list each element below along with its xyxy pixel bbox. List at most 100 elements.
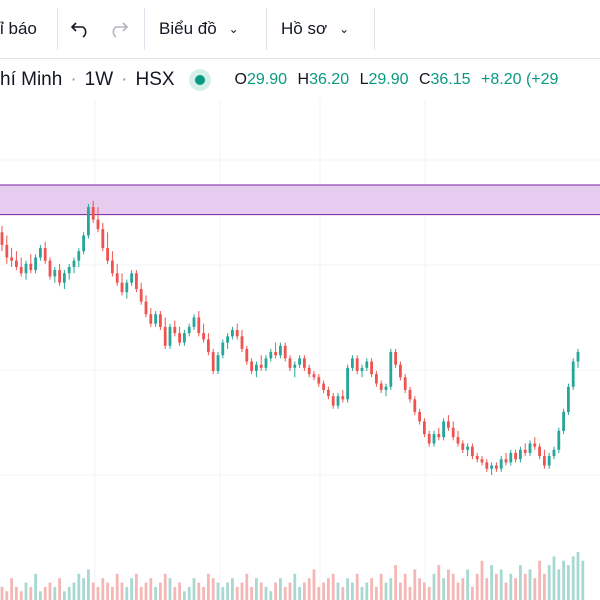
candle-body xyxy=(408,389,412,400)
volume-bar xyxy=(226,582,229,600)
candle-body xyxy=(0,232,4,245)
candle-body xyxy=(571,361,575,387)
volume-bar xyxy=(48,582,52,600)
candle-body xyxy=(576,352,580,362)
volume-bar xyxy=(125,586,129,600)
candle-body xyxy=(58,270,61,283)
volume-bar xyxy=(245,573,249,600)
market-status-icon[interactable] xyxy=(188,69,211,91)
volume-bar xyxy=(269,591,273,600)
candle-body xyxy=(240,336,244,349)
candle-body xyxy=(216,355,220,371)
candle-body xyxy=(375,374,378,384)
volume-bar xyxy=(264,586,268,600)
resistance-zone-rectangle[interactable] xyxy=(0,184,600,216)
candle-body xyxy=(231,330,234,337)
volume-bar xyxy=(283,586,287,600)
volume-bar xyxy=(111,586,114,600)
volume-bar xyxy=(77,573,81,600)
volume-bar xyxy=(567,565,570,600)
volume-bar xyxy=(423,582,426,600)
volume-bar xyxy=(43,586,47,600)
volume-bar xyxy=(274,582,277,600)
volume-bar xyxy=(370,578,373,600)
candle-body xyxy=(120,282,124,293)
candle-body xyxy=(135,273,138,290)
candle-body xyxy=(125,282,129,293)
candle-body xyxy=(67,266,71,274)
volume-bar xyxy=(322,582,325,600)
candle-body xyxy=(130,273,133,283)
close-key: C xyxy=(418,71,431,88)
candle-body xyxy=(245,348,249,362)
candle-body xyxy=(5,244,9,258)
volume-bar xyxy=(250,586,253,600)
redo-button[interactable] xyxy=(107,0,129,58)
volume-bar xyxy=(336,582,340,600)
candle-body xyxy=(207,339,210,353)
candle-body xyxy=(159,314,162,327)
candle-body xyxy=(495,465,498,469)
candle-body xyxy=(456,437,460,444)
candle-body xyxy=(149,314,153,324)
volume-bar xyxy=(528,569,532,600)
candle-body xyxy=(154,314,157,324)
candle-body xyxy=(509,452,513,463)
candle-body xyxy=(413,399,417,412)
interval-label[interactable]: 1W xyxy=(84,69,114,90)
candle-body xyxy=(19,266,23,274)
volume-bar xyxy=(202,586,205,600)
volume-bar xyxy=(389,578,393,600)
candle-body xyxy=(427,434,431,444)
volume-bar xyxy=(255,578,258,600)
volume-bar xyxy=(427,586,431,600)
volume-bar xyxy=(154,586,157,600)
exchange-label[interactable]: HSX xyxy=(135,69,175,90)
volume-bar xyxy=(379,573,383,600)
indicators-button[interactable]: ỉ báo xyxy=(0,0,37,58)
volume-bar xyxy=(475,573,479,600)
indicators-label: ỉ báo xyxy=(0,19,37,38)
candle-body xyxy=(480,459,484,463)
volume-bar xyxy=(120,582,124,600)
candle-body xyxy=(355,358,359,371)
candle-body xyxy=(562,411,565,431)
volume-bar xyxy=(312,569,316,600)
volume-bar xyxy=(466,569,469,600)
volume-bar xyxy=(408,586,412,600)
candle-body xyxy=(106,248,109,261)
candle-body xyxy=(269,352,273,359)
volume-bar xyxy=(543,573,546,600)
top-toolbar: ỉ báo Biểu đồ ⌄ Hồ sơ ⌄ xyxy=(0,0,600,59)
candle-body xyxy=(178,333,181,343)
volume-bar xyxy=(216,582,220,600)
chart-menu-button[interactable]: Biểu đồ ⌄ xyxy=(159,0,239,58)
volume-bar xyxy=(413,569,417,600)
chevron-down-icon: ⌄ xyxy=(228,22,239,36)
toolbar-separator xyxy=(266,8,267,50)
volume-bar xyxy=(341,586,345,600)
candle-body xyxy=(63,273,66,283)
candle-body xyxy=(504,459,508,463)
candle-body xyxy=(432,434,436,444)
candle-body xyxy=(519,449,522,460)
candle-body xyxy=(307,367,311,375)
candle-body xyxy=(523,449,527,453)
volume-bar xyxy=(490,565,493,600)
profile-menu-button[interactable]: Hồ sơ ⌄ xyxy=(281,0,349,58)
undo-button[interactable] xyxy=(70,0,92,58)
chart-menu-label: Biểu đồ xyxy=(159,19,217,38)
volume-bar xyxy=(384,582,388,600)
symbol-name[interactable]: hí Minh xyxy=(0,69,63,90)
candle-body xyxy=(341,396,345,400)
candle-body xyxy=(346,367,349,400)
volume-bar xyxy=(149,578,153,600)
volume-bar xyxy=(19,591,23,600)
candle-body xyxy=(394,352,397,365)
toolbar-separator xyxy=(57,8,58,50)
volume-bar xyxy=(183,591,186,600)
volume-bar xyxy=(192,578,196,600)
volume-bar xyxy=(581,560,585,600)
candle-body xyxy=(255,364,258,371)
